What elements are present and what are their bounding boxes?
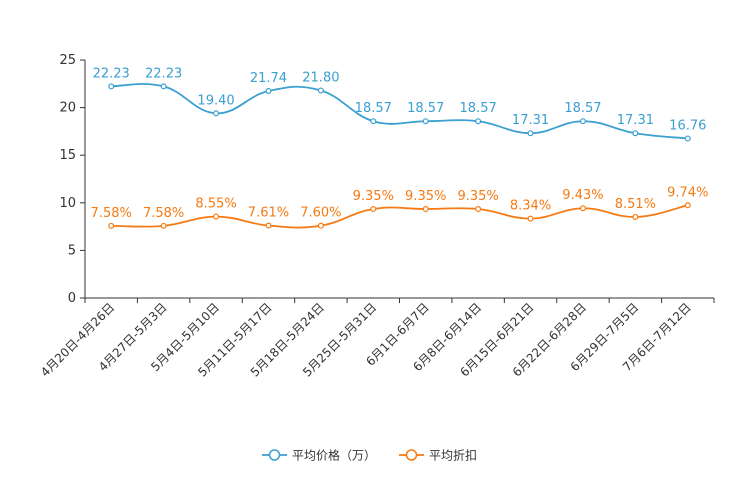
data-point[interactable] bbox=[632, 130, 639, 137]
data-point[interactable] bbox=[527, 130, 534, 137]
y-tick-label: 0 bbox=[68, 291, 76, 306]
data-point[interactable] bbox=[265, 88, 272, 95]
data-label: 19.40 bbox=[197, 93, 234, 108]
data-label: 8.34% bbox=[510, 199, 551, 214]
data-point[interactable] bbox=[422, 118, 429, 125]
data-point[interactable] bbox=[160, 222, 167, 229]
legend[interactable]: 平均价格（万） 平均折扣 bbox=[262, 448, 477, 463]
y-tick-label: 25 bbox=[59, 53, 76, 68]
data-label: 8.51% bbox=[615, 197, 656, 212]
data-point[interactable] bbox=[317, 87, 324, 94]
data-label: 18.57 bbox=[407, 101, 444, 116]
data-label: 22.23 bbox=[93, 66, 130, 81]
data-point[interactable] bbox=[213, 110, 220, 117]
y-tick-label: 15 bbox=[59, 148, 76, 163]
data-label: 18.57 bbox=[355, 101, 392, 116]
series-layer: 22.23 22.23 19.40 21.74 21.80 18.57 18.57 18.57… bbox=[91, 66, 708, 229]
data-point[interactable] bbox=[370, 205, 377, 212]
data-point[interactable] bbox=[579, 118, 586, 125]
series-1: 7.58% 7.58% 8.55% 7.61% 7.60% 9.35% 9.35% 9.35%… bbox=[91, 185, 708, 229]
data-label: 18.57 bbox=[460, 101, 497, 116]
data-point[interactable] bbox=[475, 118, 482, 125]
series-0: 22.23 22.23 19.40 21.74 21.80 18.57 18.57 18.57… bbox=[93, 66, 706, 142]
data-point[interactable] bbox=[684, 135, 691, 142]
data-point[interactable] bbox=[265, 222, 272, 229]
y-tick-label: 20 bbox=[59, 101, 76, 116]
data-label: 18.57 bbox=[564, 101, 601, 116]
data-point[interactable] bbox=[579, 205, 586, 212]
data-label: 7.61% bbox=[248, 206, 289, 221]
data-point[interactable] bbox=[475, 205, 482, 212]
data-point[interactable] bbox=[213, 213, 220, 220]
data-label: 9.74% bbox=[667, 185, 708, 200]
data-label: 17.31 bbox=[512, 113, 549, 128]
data-point[interactable] bbox=[527, 215, 534, 222]
legend-label: 平均价格（万） bbox=[292, 448, 376, 463]
data-label: 17.31 bbox=[617, 113, 654, 128]
data-point[interactable] bbox=[108, 83, 115, 90]
data-label: 9.43% bbox=[562, 188, 603, 203]
data-point[interactable] bbox=[160, 83, 167, 90]
data-label: 9.35% bbox=[353, 189, 394, 204]
data-label: 7.58% bbox=[143, 206, 184, 221]
data-point[interactable] bbox=[317, 222, 324, 229]
y-tick-label: 5 bbox=[68, 243, 76, 258]
data-label: 9.35% bbox=[457, 189, 498, 204]
data-point[interactable] bbox=[370, 118, 377, 125]
data-label: 16.76 bbox=[669, 118, 706, 133]
data-label: 22.23 bbox=[145, 66, 182, 81]
data-label: 8.55% bbox=[195, 197, 236, 212]
data-point[interactable] bbox=[632, 213, 639, 220]
series-line bbox=[111, 204, 688, 229]
legend-item-0[interactable]: 平均价格（万） bbox=[262, 448, 376, 463]
legend-item-1[interactable]: 平均折扣 bbox=[399, 448, 477, 463]
data-point[interactable] bbox=[684, 202, 691, 209]
data-point[interactable] bbox=[422, 205, 429, 212]
data-label: 21.80 bbox=[302, 70, 339, 85]
data-label: 7.58% bbox=[91, 206, 132, 221]
legend-marker bbox=[405, 449, 418, 461]
y-tick-label: 10 bbox=[59, 196, 76, 211]
legend-marker bbox=[268, 449, 281, 461]
data-label: 21.74 bbox=[250, 71, 287, 86]
data-point[interactable] bbox=[108, 222, 115, 229]
data-label: 9.35% bbox=[405, 189, 446, 204]
data-label: 7.60% bbox=[300, 206, 341, 221]
legend-label: 平均折扣 bbox=[429, 448, 477, 463]
